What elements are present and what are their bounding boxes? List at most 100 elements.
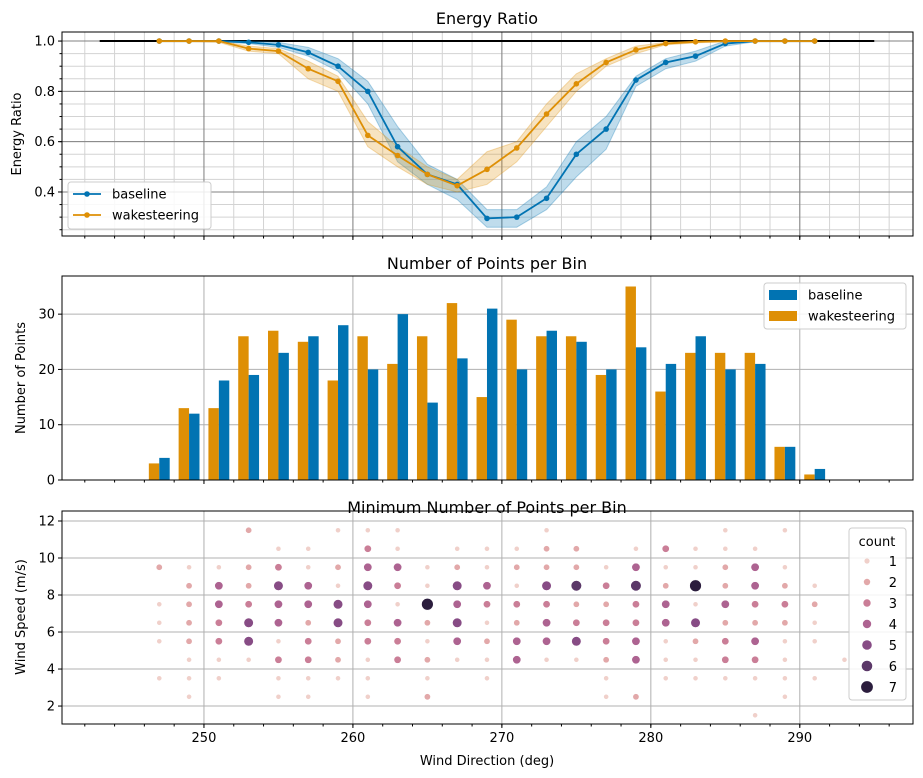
wakesteering-point — [752, 38, 758, 44]
baseline-point — [484, 215, 490, 222]
wakesteering-bar — [148, 463, 160, 480]
scatter-point-count-3 — [363, 637, 372, 646]
wakesteering-bar — [595, 374, 607, 480]
scatter-point-count-1 — [186, 675, 192, 682]
scatter-point-count-3 — [482, 600, 491, 609]
y-tick-label: 12 — [38, 514, 55, 529]
baseline-bar — [189, 413, 200, 480]
legend-label-count-5: 5 — [889, 639, 897, 654]
baseline-point — [513, 214, 520, 220]
scatter-point-count-1 — [781, 564, 788, 571]
baseline-point — [543, 195, 550, 202]
wakesteering-point — [692, 39, 699, 45]
wakesteering-bar — [655, 391, 666, 480]
scatter-point-count-1 — [603, 675, 610, 682]
scatter-point-count-1 — [394, 545, 401, 552]
scatter-point-count-2 — [423, 656, 431, 664]
scatter-point-count-2 — [185, 582, 193, 590]
baseline-bar — [427, 402, 438, 480]
scatter-point-count-3 — [631, 600, 640, 609]
x-tick-label: 270 — [489, 731, 514, 746]
scatter-point-count-3 — [393, 581, 402, 590]
scatter-point-count-5 — [571, 636, 582, 647]
scatter-point-count-1 — [156, 675, 163, 682]
wakesteering-bar — [774, 446, 785, 480]
y-tick-label: 10 — [38, 552, 55, 567]
scatter-point-count-7 — [421, 598, 434, 611]
scatter-point-count-4 — [452, 599, 462, 609]
wakesteering-point — [186, 38, 192, 44]
scatter-point-count-4 — [750, 581, 760, 591]
legend-count: count 1 2 3 4 5 6 7 — [848, 527, 907, 701]
scatter-point-count-3 — [721, 655, 730, 664]
baseline-bar — [576, 341, 587, 480]
scatter-point-count-2 — [334, 637, 342, 645]
scatter-point-count-3 — [602, 637, 611, 646]
scatter-point-count-1 — [692, 564, 699, 571]
y-axis-label-wind-speed: Wind Speed (m/s) — [14, 559, 29, 675]
wakesteering-bar — [357, 336, 368, 480]
scatter-point-count-1 — [424, 582, 431, 589]
scatter-point-count-2 — [245, 563, 253, 571]
wakesteering-point — [275, 48, 282, 54]
scatter-point-count-1 — [752, 545, 759, 552]
scatter-point-count-2 — [572, 545, 580, 553]
legend-marker-count-1 — [864, 558, 870, 564]
scatter-point-count-5 — [541, 580, 552, 591]
scatter-point-count-2 — [543, 545, 551, 553]
legend-label-baseline: baseline — [808, 289, 862, 304]
wakesteering-point — [722, 38, 729, 44]
scatter-point-count-1 — [752, 712, 759, 719]
scatter-point-count-1 — [543, 656, 550, 663]
scatter-point-count-1 — [662, 675, 669, 682]
scatter-point-count-4 — [273, 618, 283, 628]
x-axis-label-wind-direction: Wind Direction (deg) — [420, 754, 554, 769]
scatter-point-count-2 — [155, 563, 163, 571]
scatter-point-count-1 — [424, 675, 431, 682]
scatter-point-count-5 — [452, 580, 463, 591]
scatter-point-count-2 — [781, 619, 789, 627]
scatter-point-count-5 — [332, 599, 344, 610]
legend-marker-count-3 — [863, 599, 871, 607]
scatter-point-count-4 — [363, 562, 373, 572]
scatter-point-count-1 — [424, 638, 431, 645]
y-tick-label: 2 — [47, 700, 55, 715]
legend-swatch-wakesteering — [769, 311, 797, 321]
legend-points-per-bin: baseline wakesteering — [763, 282, 907, 330]
baseline-bar — [397, 314, 409, 480]
scatter-point-count-3 — [631, 618, 640, 627]
scatter-point-count-1 — [364, 656, 371, 663]
scatter-point-count-1 — [662, 638, 669, 645]
scatter-point-count-4 — [482, 581, 492, 591]
legend-label-count-7: 7 — [889, 681, 897, 696]
scatter-point-count-1 — [692, 545, 699, 552]
wakesteering-bar — [446, 303, 458, 480]
scatter-point-count-2 — [334, 656, 342, 664]
scatter-point-count-2 — [185, 619, 193, 627]
wakesteering-bar — [416, 336, 428, 480]
scatter-point-count-4 — [631, 655, 641, 665]
scatter-point-count-1 — [215, 675, 222, 682]
legend-box — [848, 527, 907, 701]
x-tick-label: 260 — [341, 731, 366, 746]
scatter-point-count-2 — [245, 526, 253, 534]
baseline-point — [603, 126, 609, 132]
scatter-point-count-1 — [781, 527, 788, 534]
wakesteering-point — [305, 65, 312, 72]
baseline-bar — [338, 325, 349, 480]
scatter-point-count-2 — [185, 600, 193, 608]
scatter-point-count-2 — [572, 563, 580, 571]
scatter-point-count-1 — [692, 675, 699, 682]
scatter-point-count-3 — [274, 563, 283, 572]
baseline-point — [275, 42, 282, 48]
wakesteering-bar — [804, 474, 815, 480]
scatter-point-count-1 — [364, 693, 371, 700]
legend-label-count-3: 3 — [889, 597, 897, 612]
legend-energy-ratio: baseline wakesteering — [67, 181, 212, 230]
legend-label-count-2: 2 — [889, 576, 897, 591]
scatter-point-count-4 — [393, 562, 403, 572]
wakesteering-point — [335, 78, 341, 85]
scatter-point-count-4 — [303, 599, 313, 609]
